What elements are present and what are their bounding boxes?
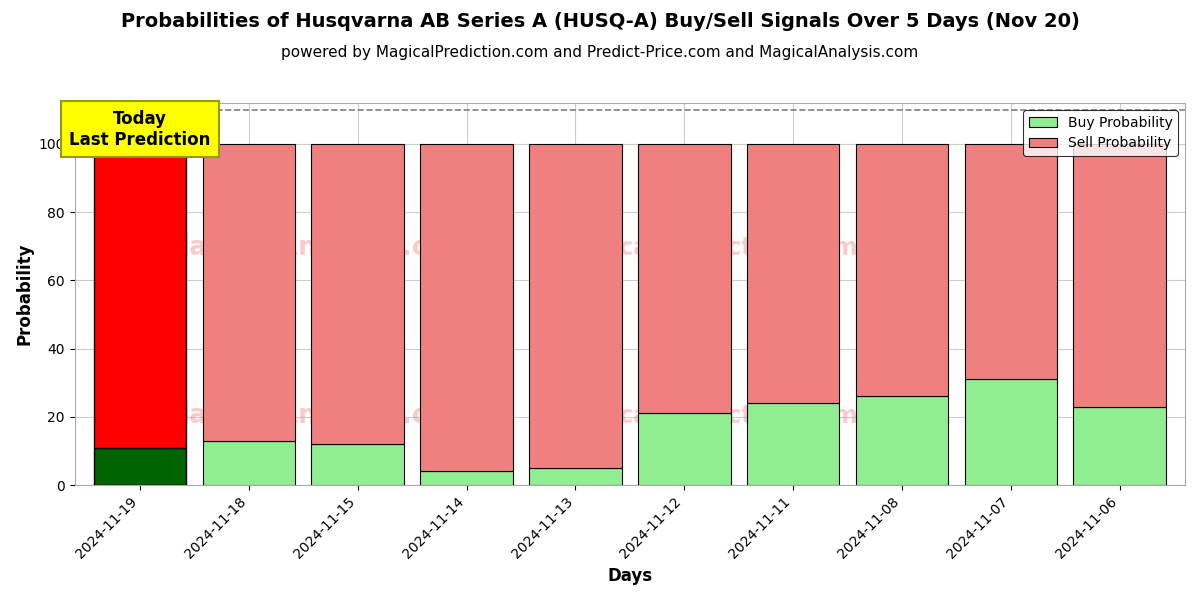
Bar <box>965 144 1057 379</box>
Bar <box>203 144 295 441</box>
Bar <box>1074 144 1166 407</box>
Bar <box>746 403 839 485</box>
Bar <box>1074 407 1166 485</box>
Bar <box>94 144 186 448</box>
Bar <box>746 144 839 403</box>
X-axis label: Days: Days <box>607 567 653 585</box>
Bar <box>420 472 512 485</box>
Text: powered by MagicalPrediction.com and Predict-Price.com and MagicalAnalysis.com: powered by MagicalPrediction.com and Pre… <box>281 45 919 60</box>
Text: MagicalAnalysis.com: MagicalAnalysis.com <box>164 403 474 430</box>
Bar <box>965 379 1057 485</box>
Bar <box>420 144 512 472</box>
Bar <box>856 397 948 485</box>
Text: Today
Last Prediction: Today Last Prediction <box>70 110 211 149</box>
Bar <box>312 444 404 485</box>
Text: MagicalPrediction.com: MagicalPrediction.com <box>557 404 859 428</box>
Bar <box>94 448 186 485</box>
Bar <box>529 468 622 485</box>
Bar <box>312 144 404 444</box>
Bar <box>638 413 731 485</box>
Bar <box>856 144 948 397</box>
Text: Probabilities of Husqvarna AB Series A (HUSQ-A) Buy/Sell Signals Over 5 Days (No: Probabilities of Husqvarna AB Series A (… <box>120 12 1080 31</box>
Bar <box>529 144 622 468</box>
Text: MagicalAnalysis.com: MagicalAnalysis.com <box>164 235 474 261</box>
Y-axis label: Probability: Probability <box>16 243 34 345</box>
Text: MagicalPrediction.com: MagicalPrediction.com <box>557 236 859 260</box>
Bar <box>203 441 295 485</box>
Legend: Buy Probability, Sell Probability: Buy Probability, Sell Probability <box>1024 110 1178 156</box>
Bar <box>638 144 731 413</box>
